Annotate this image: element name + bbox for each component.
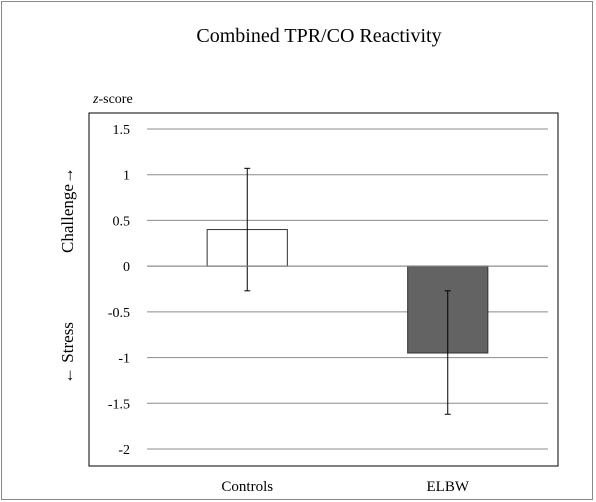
- x-tick-labels: Controls ELBW: [221, 479, 469, 495]
- y-tick-label: 0: [123, 260, 130, 275]
- x-tick-label-controls: Controls: [221, 479, 273, 495]
- y-tick-label: 0.5: [113, 214, 131, 229]
- x-tick-label-elbw: ELBW: [427, 479, 470, 495]
- y-axis-label: z-score: [92, 92, 133, 107]
- y-tick-label: -2: [118, 443, 130, 458]
- annotation-challenge: Challenge→: [58, 167, 77, 253]
- plot-area-border: [88, 112, 559, 467]
- annotation-stress: ← Stress: [58, 322, 77, 384]
- error-bars: [244, 167, 451, 415]
- y-tick-label: 1.5: [113, 123, 131, 138]
- y-axis-label-italic: z: [92, 92, 99, 107]
- y-axis-label-rest: -score: [98, 92, 132, 107]
- y-tick-label: -1: [118, 352, 130, 367]
- y-tick-labels: 1.5 1 0.5 0 -0.5 -1 -1.5 -2: [108, 123, 130, 458]
- error-bar-controls: [244, 167, 251, 292]
- error-bar-elbw: [444, 290, 451, 415]
- y-tick-label: -1.5: [108, 397, 130, 412]
- y-tick-label: -0.5: [108, 306, 130, 321]
- chart-title: Combined TPR/CO Reactivity: [196, 25, 441, 47]
- y-tick-label: 1: [123, 169, 130, 184]
